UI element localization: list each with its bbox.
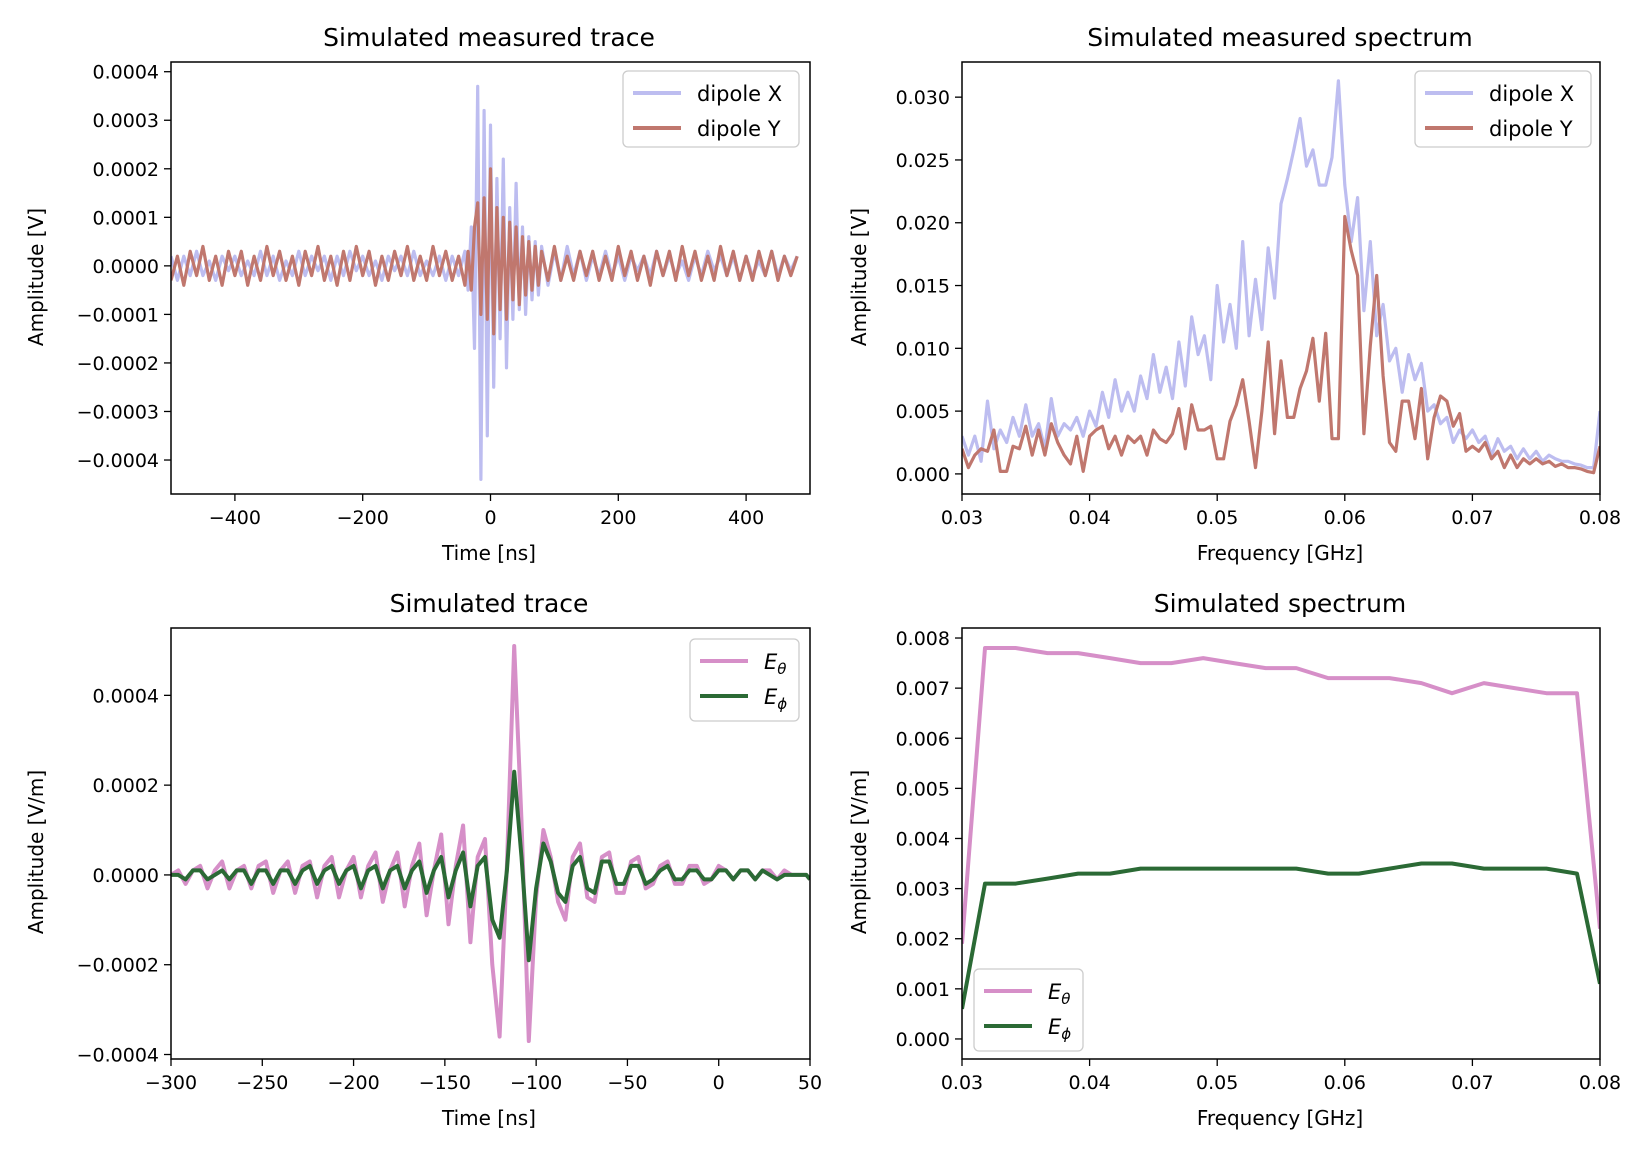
y-tick-label: −0.0001	[77, 304, 159, 326]
series-line-first	[962, 79, 1600, 470]
y-tick-label: 0.0004	[93, 685, 159, 707]
x-tick-label: −100	[510, 1072, 562, 1094]
x-tick-label: 0.03	[941, 1072, 983, 1094]
x-tick-label: −250	[236, 1072, 288, 1094]
y-tick-label: 0.030	[896, 87, 950, 109]
y-tick-label: 0.000	[896, 464, 950, 486]
legend: Eθ Eϕ	[689, 638, 800, 722]
y-tick-label: 0.007	[896, 678, 950, 700]
y-tick-label: 0.0000	[93, 256, 159, 278]
x-tick-label: 0.08	[1579, 1072, 1621, 1094]
y-axis-label: Amplitude [V/m]	[24, 770, 48, 934]
series-line-second	[171, 167, 799, 336]
y-tick-label: 0.008	[896, 628, 950, 650]
x-axis-label: Frequency [GHz]	[1197, 1106, 1363, 1130]
legend-label: dipole X	[697, 82, 782, 106]
axes-frame	[961, 627, 1601, 1060]
x-tick-label: 0	[484, 507, 496, 529]
x-tick-label: −50	[607, 1072, 647, 1094]
legend-label: Eϕ	[764, 685, 787, 713]
y-tick-label: 0.0002	[93, 775, 159, 797]
x-tick-label: −300	[145, 1072, 197, 1094]
y-tick-label: 0.0002	[93, 159, 159, 181]
x-tick-label: 0.07	[1451, 507, 1493, 529]
y-tick-label: 0.003	[896, 879, 950, 901]
x-tick-label: 0.03	[941, 507, 983, 529]
y-tick-label: 0.000	[896, 1029, 950, 1051]
y-tick-label: 0.020	[896, 213, 950, 235]
y-tick-label: −0.0004	[77, 1045, 159, 1067]
x-tick-label: 0	[713, 1072, 725, 1094]
x-tick-label: −150	[419, 1072, 471, 1094]
legend-label: Eϕ	[1048, 1015, 1071, 1043]
y-tick-label: 0.0004	[93, 62, 159, 84]
y-axis-label: Amplitude [V/m]	[847, 770, 871, 934]
y-tick-label: 0.0000	[93, 865, 159, 887]
x-tick-label: 0.06	[1324, 1072, 1366, 1094]
axes-frame	[961, 61, 1601, 495]
x-tick-label: 200	[600, 507, 636, 529]
panel-title: Simulated spectrum	[1154, 589, 1407, 618]
x-tick-label: 0.07	[1451, 1072, 1493, 1094]
panel-title: Simulated trace	[390, 589, 589, 618]
x-tick-label: 0.04	[1068, 1072, 1110, 1094]
x-tick-label: 50	[798, 1072, 822, 1094]
y-tick-label: 0.004	[896, 828, 950, 850]
legend-label: dipole X	[1489, 82, 1574, 106]
legend: dipole X dipole Y	[622, 70, 800, 148]
legend-label: Eθ	[764, 650, 786, 678]
panel-title: Simulated measured spectrum	[1087, 23, 1472, 52]
series-line-second	[962, 214, 1600, 475]
panel-sim-spectrum: Simulated spectrum Frequency [GHz] Ampli…	[847, 589, 1621, 1130]
y-tick-label: 0.015	[896, 276, 950, 298]
y-tick-label: 0.001	[896, 979, 950, 1001]
legend: Eθ Eϕ	[973, 968, 1084, 1052]
x-tick-label: 0.04	[1068, 507, 1110, 529]
legend: dipole X dipole Y	[1414, 70, 1592, 148]
panel-title: Simulated measured trace	[323, 23, 655, 52]
x-tick-label: 0.08	[1579, 507, 1621, 529]
y-tick-label: 0.0001	[93, 207, 159, 229]
y-tick-label: 0.005	[896, 401, 950, 423]
series-line-second	[171, 769, 810, 963]
panel-measured-trace: Simulated measured trace Time [ns] Ampli…	[24, 23, 811, 565]
x-axis-label: Frequency [GHz]	[1197, 541, 1363, 565]
y-tick-label: 0.002	[896, 929, 950, 951]
y-tick-label: −0.0002	[77, 353, 159, 375]
series-line-second	[962, 861, 1600, 1010]
y-tick-label: 0.005	[896, 778, 950, 800]
x-tick-label: 0.05	[1196, 507, 1238, 529]
y-tick-label: 0.025	[896, 150, 950, 172]
x-axis-label: Time [ns]	[441, 541, 536, 565]
legend-label: Eθ	[1048, 980, 1070, 1008]
x-axis-label: Time [ns]	[441, 1106, 536, 1130]
x-tick-label: 400	[728, 507, 764, 529]
axes-frame	[170, 627, 811, 1060]
y-tick-label: 0.010	[896, 338, 950, 360]
legend-label: dipole Y	[1489, 117, 1573, 141]
panel-sim-trace: Simulated trace Time [ns] Amplitude [V/m…	[24, 589, 822, 1130]
y-axis-label: Amplitude [V]	[847, 208, 871, 346]
y-tick-label: −0.0002	[77, 955, 159, 977]
x-tick-label: −200	[327, 1072, 379, 1094]
y-tick-label: 0.006	[896, 728, 950, 750]
panel-measured-spectrum: Simulated measured spectrum Frequency [G…	[847, 23, 1621, 565]
x-tick-label: −400	[209, 507, 261, 529]
y-tick-label: −0.0003	[77, 401, 159, 423]
y-axis-label: Amplitude [V]	[24, 208, 48, 346]
y-tick-label: 0.0003	[93, 110, 159, 132]
x-tick-label: −200	[337, 507, 389, 529]
y-tick-label: −0.0004	[77, 450, 159, 472]
legend-label: dipole Y	[697, 117, 781, 141]
series-line-first	[962, 646, 1600, 944]
x-tick-label: 0.05	[1196, 1072, 1238, 1094]
x-tick-label: 0.06	[1324, 507, 1366, 529]
